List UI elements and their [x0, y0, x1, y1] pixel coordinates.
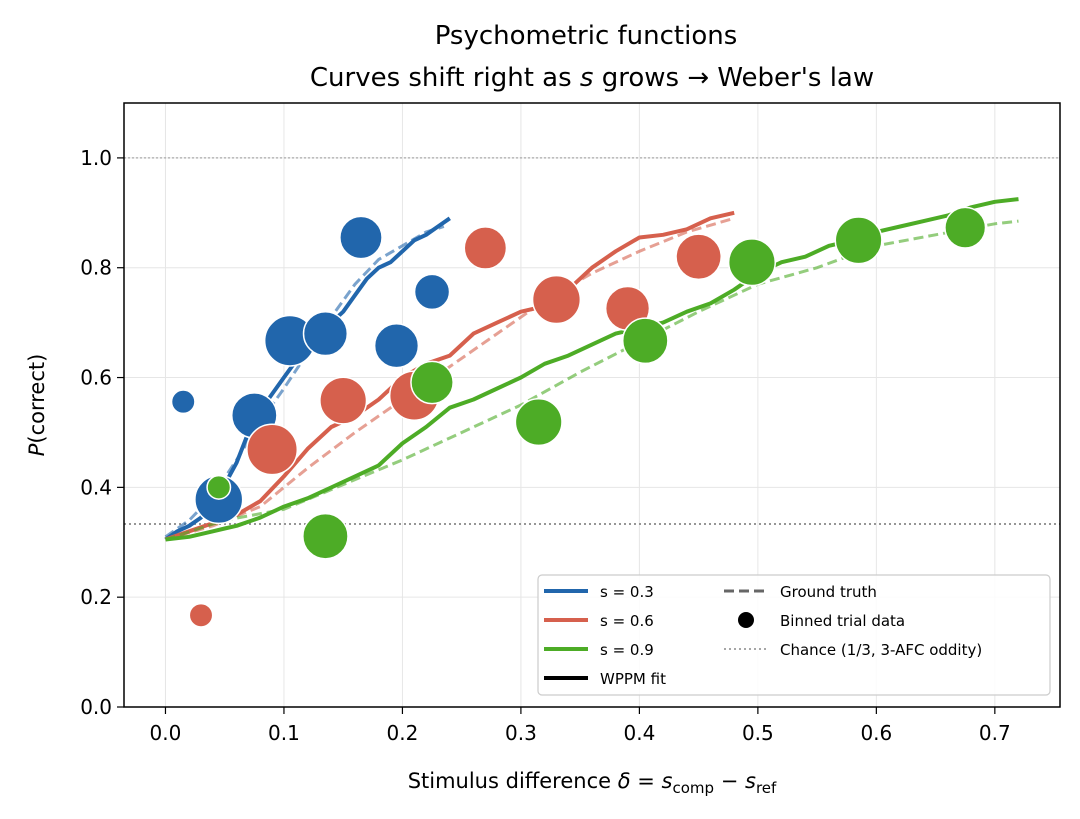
ylabel-p: P [25, 443, 49, 456]
data-point-s03 [413, 273, 451, 311]
xlabel-eq: = [631, 769, 662, 793]
data-point-s09 [514, 397, 563, 447]
plot-frame [123, 102, 1061, 708]
legend: s = 0.3 s = 0.6 s = 0.9 WPPM fit Ground … [537, 574, 1051, 696]
title-line2-var: s [580, 63, 594, 93]
truth-line-s06 [165, 216, 735, 541]
data-point-s03 [339, 215, 383, 260]
legend-label-s03: s = 0.3 [600, 583, 654, 601]
x-tick-label: 0.2 [387, 721, 419, 745]
x-axis-label: Stimulus difference δ = scomp − sref [408, 769, 777, 797]
xlabel-minus: − [714, 769, 745, 793]
fit-line-s06 [164, 210, 735, 542]
data-point-s06 [675, 233, 722, 281]
data-point-s09 [302, 512, 349, 560]
xlabel-sub-ref: ref [756, 779, 777, 797]
data-point-s06 [246, 423, 299, 476]
x-tick-label: 0.6 [860, 721, 892, 745]
xlabel-prefix: Stimulus difference [408, 769, 618, 793]
y-tick-label: 0.2 [80, 585, 112, 609]
data-point-s06 [531, 274, 582, 325]
x-tick-label: 0.0 [150, 721, 182, 745]
legend-label-fit: WPPM fit [600, 670, 666, 688]
title-line2-suffix: grows → Weber's law [593, 63, 874, 93]
data-point-s09 [727, 238, 776, 287]
fit-line-s09 [165, 197, 1019, 542]
x-tick-label: 0.7 [979, 721, 1011, 745]
data-point-s03 [373, 323, 420, 369]
data-point-s06 [463, 226, 508, 270]
binned-points [170, 206, 987, 628]
chart-title-line1: Psychometric functions [435, 21, 738, 51]
x-axis-ticks: 0.0 0.1 0.2 0.3 0.4 0.5 0.6 0.7 [150, 707, 1011, 745]
y-tick-label: 1.0 [80, 146, 112, 170]
data-point-s03 [170, 389, 196, 415]
data-point-s09 [834, 216, 883, 265]
xlabel-sub-comp: comp [672, 779, 714, 797]
x-tick-label: 0.1 [268, 721, 300, 745]
legend-label-truth: Ground truth [780, 583, 877, 601]
x-tick-label: 0.3 [505, 721, 537, 745]
xlabel-s-comp: s [662, 769, 673, 793]
legend-box [537, 574, 1051, 696]
data-point-s06 [319, 376, 368, 425]
xlabel-delta: δ [618, 769, 631, 793]
x-tick-label: 0.4 [623, 721, 655, 745]
data-point-s09 [410, 360, 454, 405]
legend-label-s09: s = 0.9 [600, 641, 654, 659]
y-tick-label: 0.0 [80, 695, 112, 719]
data-point-s06 [188, 602, 214, 628]
data-point-s09 [621, 317, 669, 365]
legend-label-binned: Binned trial data [780, 612, 905, 630]
legend-label-chance: Chance (1/3, 3-AFC oddity) [780, 641, 982, 659]
legend-label-s06: s = 0.6 [600, 612, 654, 630]
y-axis-ticks: 0.0 0.2 0.4 0.6 0.8 1.0 [80, 146, 124, 719]
y-axis-label: P(correct) [25, 354, 49, 457]
data-point-s03 [302, 310, 349, 357]
data-point-s09 [206, 474, 232, 500]
title-line2-prefix: Curves shift right as [310, 63, 580, 93]
x-tick-label: 0.5 [742, 721, 774, 745]
legend-swatch-binned [738, 612, 754, 628]
reference-lines [124, 157, 1060, 525]
data-point-s09 [944, 206, 987, 249]
ylabel-rest: (correct) [25, 354, 49, 444]
series-lines [164, 197, 1019, 542]
chart-title-line2: Curves shift right as s grows → Weber's … [310, 63, 874, 93]
y-tick-label: 0.6 [80, 366, 112, 390]
y-tick-label: 0.4 [80, 475, 112, 499]
y-tick-label: 0.8 [80, 256, 112, 280]
xlabel-s-ref: s [745, 769, 756, 793]
